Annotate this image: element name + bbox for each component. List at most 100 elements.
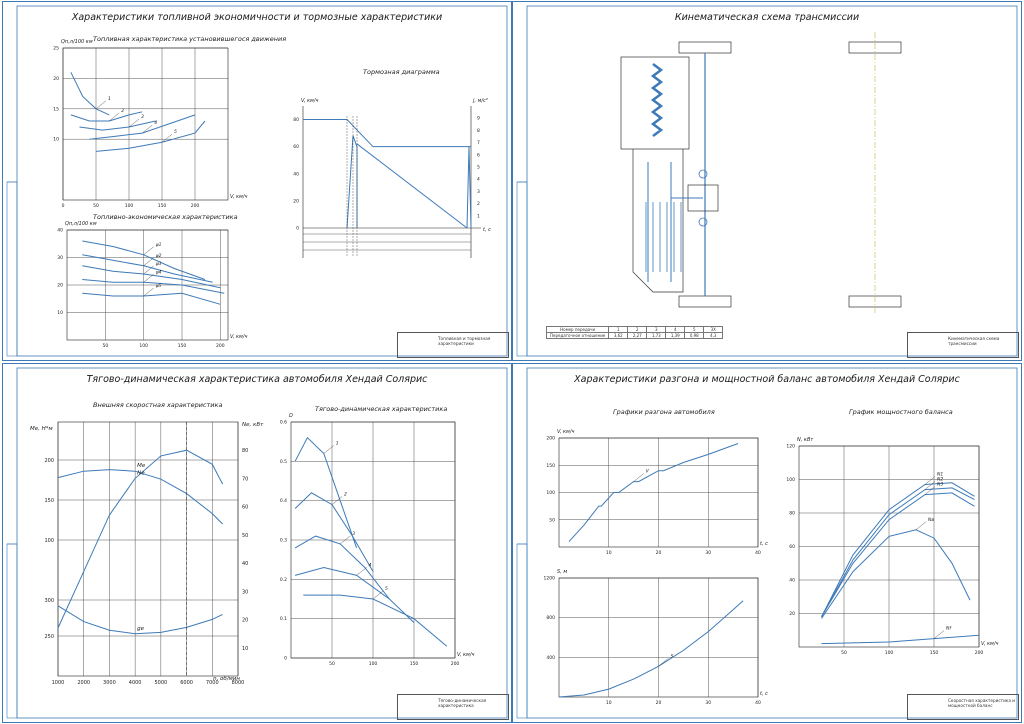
y-tick-label: 0.5 xyxy=(280,459,287,465)
x-axis-label: V, км/ч xyxy=(981,641,999,647)
x-tick-label: 40 xyxy=(755,550,761,556)
y-tick-label: 0.3 xyxy=(280,538,287,544)
series-line xyxy=(558,600,744,698)
leader-line xyxy=(340,535,351,545)
kinematic-scheme xyxy=(516,5,1018,357)
table-cell: 2,27 xyxy=(627,332,648,339)
series-label: gе xyxy=(137,626,144,632)
title-block: Скоростная характеристика и мощностной б… xyxy=(907,694,1019,720)
leader-line xyxy=(915,521,927,530)
y2-axis-label: j, м/с² xyxy=(472,98,488,104)
x-tick-label: 150 xyxy=(410,661,419,667)
margin-strip xyxy=(6,181,18,357)
series-label: 1 xyxy=(336,440,339,446)
series-line xyxy=(82,254,213,283)
y-tick-label: 10 xyxy=(57,310,63,316)
y-axis-label: V, км/ч xyxy=(301,98,319,104)
x-tick-label: 2000 xyxy=(77,680,90,686)
x-axis-label: n, об/мин xyxy=(213,676,240,682)
y-axis-label: S, м xyxy=(557,569,567,575)
speed-chart-title: Внешняя скоростная характеристика xyxy=(93,401,223,409)
series-line xyxy=(821,487,975,618)
econ-chart-title: Топливно-экономическая характеристика xyxy=(93,213,238,221)
x-tick-label: 0 xyxy=(62,203,65,209)
y-tick-label: 15 xyxy=(53,106,59,112)
y-tick-label: 800 xyxy=(546,615,555,621)
drawing-border xyxy=(526,5,1018,357)
gearbox-housing xyxy=(632,149,684,293)
leader-line xyxy=(143,287,154,297)
traction-charts: 1000 2000 3000 4000 5000 6000 7000 800010015020… xyxy=(6,367,508,719)
series-line xyxy=(821,634,980,645)
series-label: 3 xyxy=(352,531,355,537)
x-tick-label: 7000 xyxy=(206,680,219,686)
fuel-chart-title: Топливная характеристика установившегося… xyxy=(93,35,287,43)
x-tick-label: 30 xyxy=(705,700,711,706)
y2-tick-label: 9 xyxy=(477,116,480,122)
y2-tick-label: 60 xyxy=(242,505,248,511)
y2-tick-label: 8 xyxy=(477,128,480,134)
stamp-text: Топливная и тормозная характеристики xyxy=(438,336,491,346)
plot-frame xyxy=(290,421,456,659)
leader-line xyxy=(95,100,107,109)
x-tick-label: 50 xyxy=(102,343,108,349)
y-tick-label: 10 xyxy=(53,137,59,143)
sheet-title: Характеристики разгона и мощностной бала… xyxy=(574,374,960,385)
series-line xyxy=(82,265,221,289)
end-spike xyxy=(466,146,472,229)
sheet-title: Кинематическая схема трансмиссии xyxy=(674,12,860,23)
plot-frame xyxy=(62,47,229,201)
table-row: Передаточное отношение 3,62 2,27 1,73 1,… xyxy=(545,332,724,339)
y-axis-label: D xyxy=(289,413,293,419)
series-line xyxy=(57,605,223,635)
series-label: S xyxy=(671,653,674,659)
brake-chart-title: Тормозная диаграмма xyxy=(363,68,440,76)
x-tick-label: 30 xyxy=(705,550,711,556)
velocity-line xyxy=(303,119,471,148)
sheet-kinematic: Кинематическая схема трансмиссии Номер п… xyxy=(512,1,1022,361)
x-tick-label: 6000 xyxy=(180,680,193,686)
series-label: 2 xyxy=(344,492,347,498)
x-tick-label: 150 xyxy=(158,203,167,209)
y-tick-label: 250 xyxy=(44,634,54,640)
x-tick-label: 50 xyxy=(841,650,847,656)
plot-frame xyxy=(558,577,759,698)
stamp-text: Тягово-динамическая характеристика xyxy=(438,698,487,708)
y-axis-label: V, км/ч xyxy=(557,429,575,435)
series-line xyxy=(82,292,221,305)
series-line xyxy=(294,492,374,572)
series-label: ψ5 xyxy=(156,283,162,289)
leader-line xyxy=(143,274,154,283)
series-line xyxy=(294,436,358,549)
drawing-border xyxy=(526,367,1018,719)
plot-frame xyxy=(57,421,239,677)
series-label: ψ3 xyxy=(156,261,162,267)
y-tick-label: 120 xyxy=(786,444,795,450)
y-tick-label: 1200 xyxy=(544,576,556,582)
series-label: N2 xyxy=(937,477,943,483)
front-wheel-right xyxy=(848,41,902,54)
plot-frame xyxy=(798,445,980,648)
dynamic-chart-title: Тягово-динамическая характеристика xyxy=(315,405,448,413)
crankshaft xyxy=(650,63,664,137)
table-cell: 4,3 xyxy=(703,332,724,339)
y2-tick-label: 70 xyxy=(242,476,248,482)
series-line xyxy=(82,279,225,294)
x-tick-label: 150 xyxy=(178,343,187,349)
y-tick-label: 40 xyxy=(57,228,63,234)
y-tick-label: 100 xyxy=(546,490,555,496)
x-tick-label: 20 xyxy=(656,700,662,706)
y2-tick-label: 7 xyxy=(477,140,480,146)
x-axis-label: V, км/ч xyxy=(230,334,248,340)
series-line xyxy=(79,120,156,131)
title-block: Топливная и тормозная характеристики xyxy=(397,332,509,358)
leader-line xyxy=(633,473,644,482)
x-tick-label: 100 xyxy=(885,650,894,656)
y2-tick-label: 40 xyxy=(242,561,248,567)
y-tick-label: 0.2 xyxy=(280,577,287,583)
x-tick-label: 200 xyxy=(975,650,984,656)
series-label: V xyxy=(646,469,650,475)
y-tick-label: 0 xyxy=(284,656,287,662)
x-axis-label: t, с xyxy=(483,227,491,233)
